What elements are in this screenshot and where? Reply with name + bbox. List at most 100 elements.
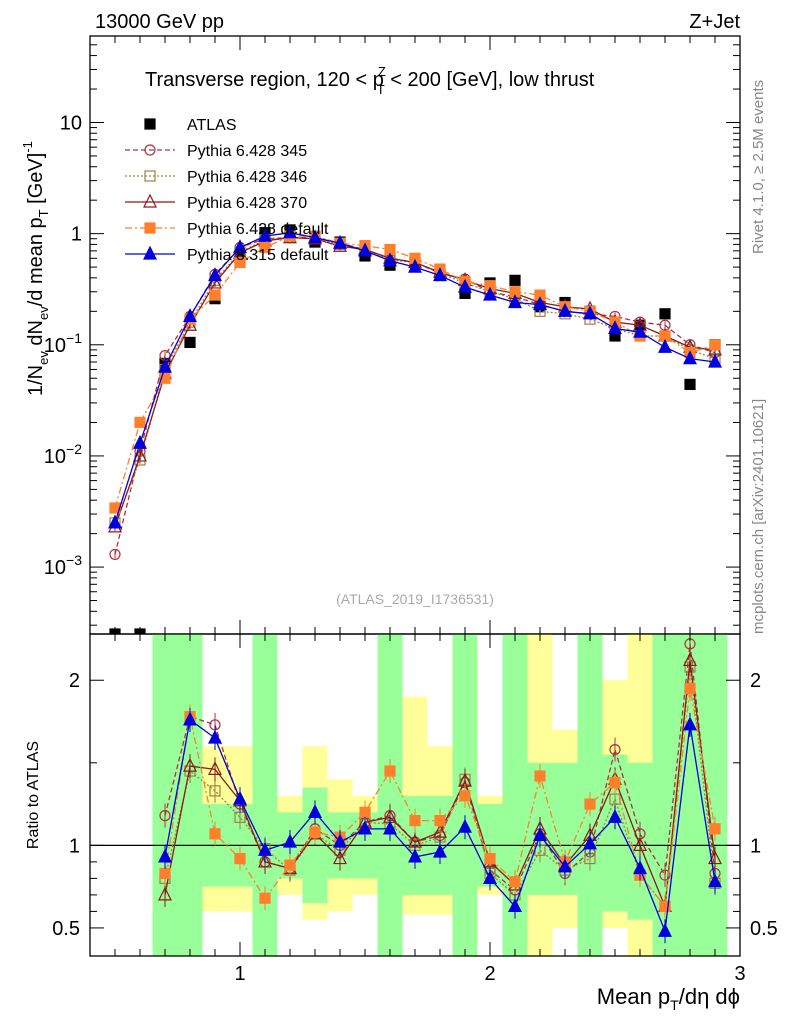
ratio-point-2 xyxy=(209,785,221,797)
ratio-point-3 xyxy=(258,853,272,868)
ratio-point-5 xyxy=(408,848,422,863)
mc-point-5 xyxy=(183,308,197,323)
ratio-y-axis-label: Ratio to ATLAS xyxy=(25,741,42,849)
mc-point-3 xyxy=(208,274,222,289)
ratio-point-3 xyxy=(208,761,222,776)
ratio-point-5 xyxy=(183,711,197,726)
uncertainty-band-green xyxy=(177,634,203,956)
ratio-point-1 xyxy=(609,743,621,756)
ratio-point-4 xyxy=(309,826,321,838)
mc-point-5 xyxy=(233,239,247,254)
ratio-point-4 xyxy=(684,682,696,695)
ratio-point-4 xyxy=(234,852,246,865)
data-point-atlas xyxy=(184,336,196,349)
ratio-point-4 xyxy=(159,867,171,880)
legend-marker xyxy=(144,118,156,130)
mc-point-5 xyxy=(358,242,372,257)
ratio-line-2 xyxy=(164,666,716,909)
data-point-atlas xyxy=(509,274,521,286)
legend-entry: Pythia 6.428 345 xyxy=(187,143,307,160)
mc-point-5 xyxy=(533,296,547,311)
mc-point-4 xyxy=(709,339,721,351)
mc-point-4 xyxy=(134,416,146,429)
ratio-point-1 xyxy=(159,810,171,822)
mc-point-4 xyxy=(234,256,246,269)
ratio-point-5 xyxy=(658,922,672,937)
mc-point-5 xyxy=(633,323,647,338)
ratio-y-tick-label: 1 xyxy=(69,835,80,857)
ratio-panel: 0.5 0.5 1 1 2 2 1 2 3 Ratio to ATLAS Mean pT/dη … xyxy=(25,633,778,1013)
ratio-point-4 xyxy=(209,828,221,840)
data-point-atlas xyxy=(659,308,671,320)
ratio-point-5 xyxy=(508,898,522,913)
ratio-point-4 xyxy=(259,892,271,904)
ratio-point-3 xyxy=(183,757,197,772)
mc-point-5 xyxy=(658,338,672,353)
series-line-1 xyxy=(114,237,716,555)
ratio-point-4 xyxy=(509,876,521,888)
legend: ATLAS Pythia 6.428 345 Pythia 6.428 346 Pyt… xyxy=(125,117,329,264)
mc-point-4 xyxy=(159,372,171,384)
series-line-5 xyxy=(114,232,716,524)
ratio-y-tick-label-right: 1 xyxy=(750,835,761,857)
ratio-point-5 xyxy=(483,870,497,884)
ratio-point-3 xyxy=(158,886,172,901)
mc-point-5 xyxy=(133,434,147,449)
ratio-point-3 xyxy=(333,850,347,865)
mc-point-5 xyxy=(108,514,122,529)
x-tick-label: 2 xyxy=(484,963,495,985)
mc-point-5 xyxy=(483,286,497,301)
legend-marker xyxy=(144,222,156,234)
ratio-point-3 xyxy=(683,652,697,667)
analysis-watermark: (ATLAS_2019_I1736531) xyxy=(336,591,494,607)
ratio-point-4 xyxy=(609,777,621,789)
legend-marker xyxy=(144,144,156,156)
legend-entry: ATLAS xyxy=(187,117,237,134)
collision-energy-label: 13000 GeV pp xyxy=(95,11,224,33)
mc-point-5 xyxy=(508,294,522,309)
mcplots-label: mcplots.cern.ch [arXiv:2401.10621] xyxy=(750,399,767,634)
legend-entry: Pythia 8.315 default xyxy=(187,247,329,264)
ratio-point-4 xyxy=(659,900,671,913)
ratio-point-4 xyxy=(359,806,371,818)
mc-point-5 xyxy=(283,224,297,239)
ratio-point-4 xyxy=(409,814,421,827)
uncertainty-band-green xyxy=(377,634,403,956)
mc-point-5 xyxy=(333,234,347,249)
ratio-point-4 xyxy=(484,852,496,865)
mc-point-5 xyxy=(383,252,397,267)
ratio-point-5 xyxy=(558,858,572,873)
ratio-point-5 xyxy=(533,827,547,842)
main-y-axis-label: 1/Nev dNev/d mean pT [GeV]-1 xyxy=(20,141,51,396)
mc-point-4 xyxy=(209,289,221,301)
uncertainty-band-green xyxy=(152,634,178,956)
ratio-point-5 xyxy=(458,818,472,833)
ratio-point-5 xyxy=(233,790,247,805)
legend-marker xyxy=(143,245,157,260)
ratio-point-5 xyxy=(583,835,597,850)
ratio-point-5 xyxy=(358,820,372,835)
main-panel: 10 1 10−1 10−2 10−3 Transverse region, 120 <… xyxy=(20,35,741,635)
x-tick-label: 1 xyxy=(234,963,245,985)
ratio-point-5 xyxy=(283,833,297,848)
mc-point-5 xyxy=(433,267,447,282)
legend-marker xyxy=(143,193,157,208)
legend-entry: Pythia 6.428 346 xyxy=(187,169,307,186)
ratio-y-tick-label-right: 2 xyxy=(750,670,761,692)
ratio-point-5 xyxy=(208,729,222,744)
mc-point-1 xyxy=(109,548,121,561)
ratio-point-3 xyxy=(708,850,722,865)
ratio-point-5 xyxy=(433,843,447,858)
main-y-tick-label: 10−2 xyxy=(44,441,82,468)
ratio-y-tick-label: 0.5 xyxy=(52,918,80,940)
ratio-point-5 xyxy=(608,808,622,823)
ratio-point-4 xyxy=(584,798,596,810)
ratio-y-tick-label-right: 0.5 xyxy=(750,918,778,940)
main-y-tick-label: 1 xyxy=(71,224,82,246)
ratio-point-5 xyxy=(333,833,347,848)
mc-point-4 xyxy=(259,241,271,254)
mc-point-5 xyxy=(583,305,597,320)
ratio-point-5 xyxy=(308,803,322,818)
ratio-point-5 xyxy=(633,860,647,875)
x-axis-label: Mean pT/dη dϕ xyxy=(597,984,740,1013)
